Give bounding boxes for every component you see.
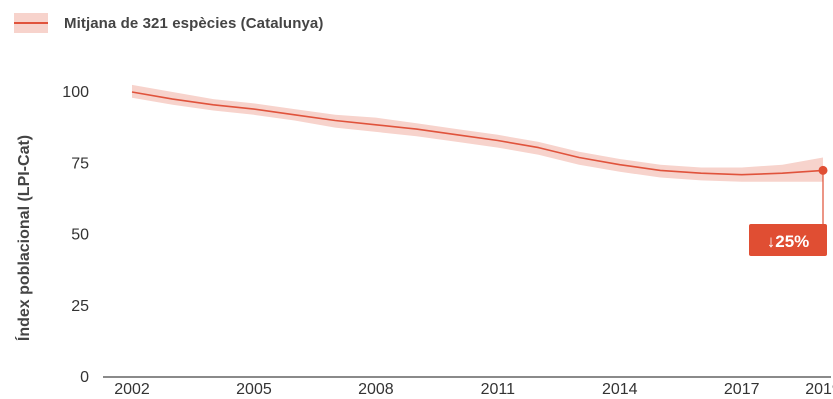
y-tick-label: 50 bbox=[71, 227, 89, 244]
x-tick-label: 2002 bbox=[114, 381, 150, 398]
y-tick-label: 75 bbox=[71, 155, 89, 172]
legend-label: Mitjana de 321 espècies (Catalunya) bbox=[64, 14, 324, 32]
x-tick-label: 2017 bbox=[724, 381, 760, 398]
x-tick-label: 2008 bbox=[358, 381, 394, 398]
legend: Mitjana de 321 espècies (Catalunya) bbox=[14, 8, 323, 38]
confidence-band bbox=[132, 84, 823, 182]
x-tick-label: 2005 bbox=[236, 381, 272, 398]
y-tick-label: 0 bbox=[80, 369, 89, 386]
end-point-marker bbox=[818, 165, 828, 175]
x-tick-label: 2014 bbox=[602, 381, 638, 398]
change-badge: ↓25% bbox=[749, 224, 827, 256]
y-tick-label: 25 bbox=[71, 298, 89, 315]
x-tick-label: 2019 bbox=[805, 381, 833, 398]
y-axis-title: Índex poblacional (LPI-Cat) bbox=[14, 135, 33, 341]
legend-swatch bbox=[14, 13, 48, 33]
x-tick-label: 2011 bbox=[481, 381, 516, 398]
change-badge-label: ↓25% bbox=[767, 232, 810, 251]
y-tick-label: 100 bbox=[62, 84, 89, 101]
change-badge-bg bbox=[749, 224, 827, 256]
series-line bbox=[131, 91, 824, 176]
